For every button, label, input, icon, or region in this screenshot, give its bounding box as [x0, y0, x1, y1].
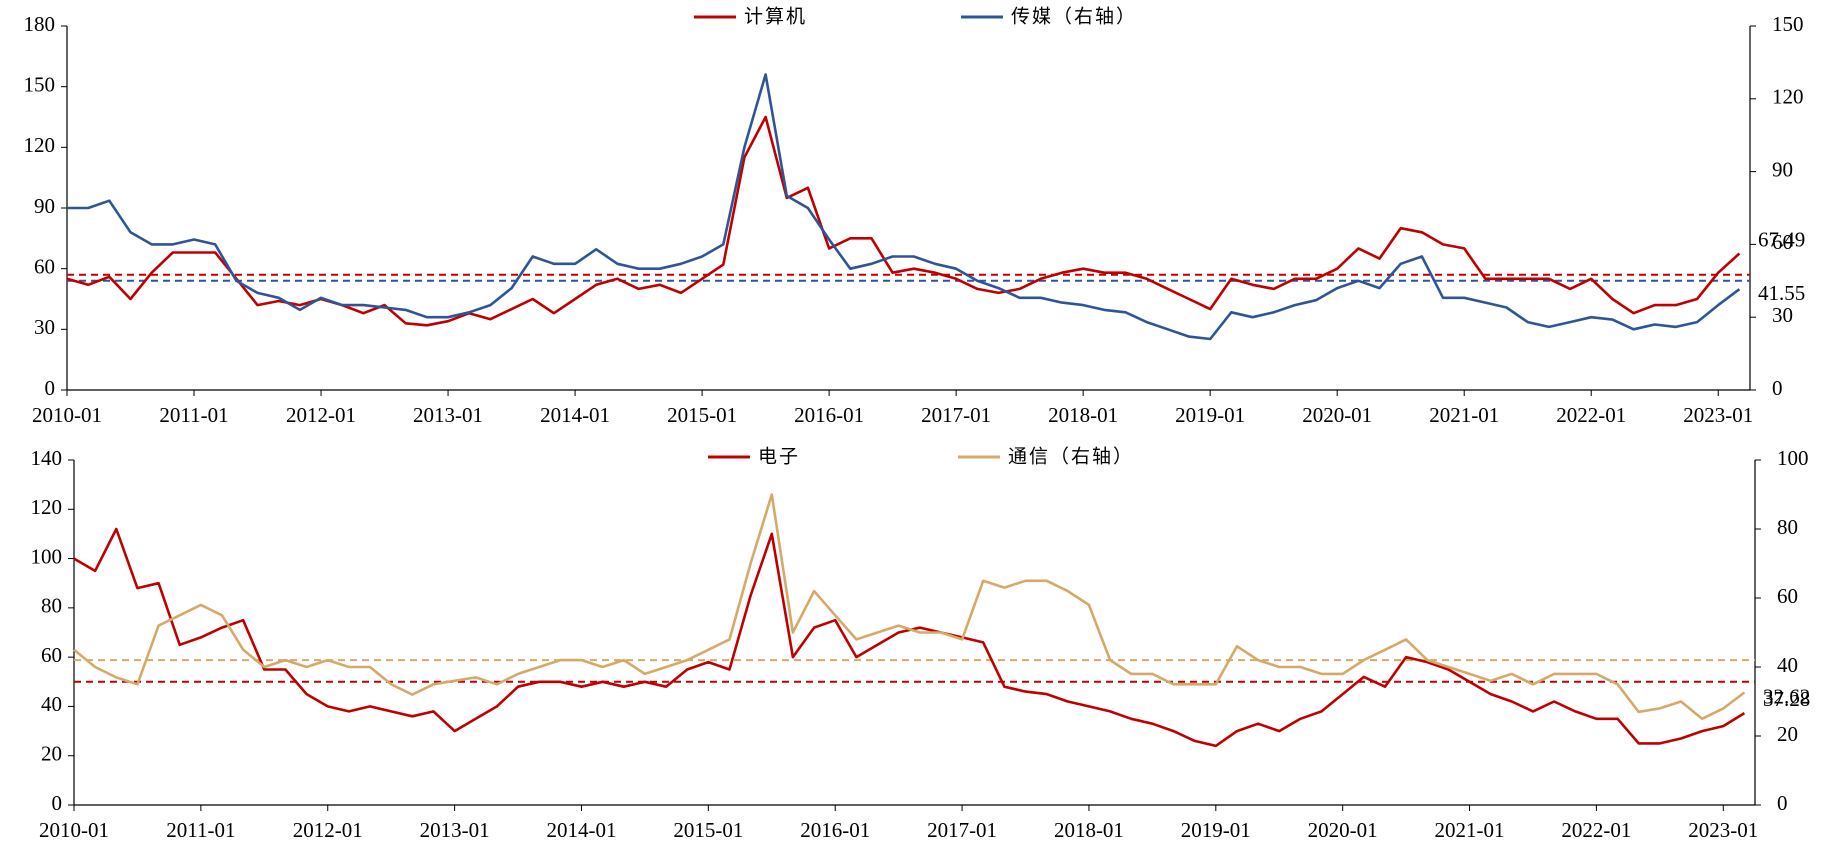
y-tick-label: 0: [45, 376, 56, 400]
x-tick-label: 2018-01: [1048, 403, 1118, 427]
end-value-label: 67.49: [1758, 227, 1805, 251]
x-tick-label: 2015-01: [667, 403, 737, 427]
x-tick-label: 2013-01: [420, 818, 490, 842]
x-tick-label: 2016-01: [794, 403, 864, 427]
x-tick-label: 2020-01: [1302, 403, 1372, 427]
x-tick-label: 2014-01: [546, 818, 616, 842]
x-tick-label: 2016-01: [800, 818, 870, 842]
y2-tick-label: 100: [1777, 446, 1809, 470]
x-tick-label: 2012-01: [286, 403, 356, 427]
end-value-label: 32.62: [1763, 684, 1810, 708]
y-tick-label: 30: [34, 315, 55, 339]
x-tick-label: 2010-01: [32, 403, 102, 427]
y-tick-label: 40: [41, 692, 62, 716]
y2-tick-label: 0: [1772, 376, 1783, 400]
x-tick-label: 2015-01: [673, 818, 743, 842]
series-line: [73, 527, 1746, 748]
x-tick-label: 2011-01: [159, 403, 228, 427]
x-tick-label: 2019-01: [1175, 403, 1245, 427]
x-tick-label: 2011-01: [166, 818, 235, 842]
y2-tick-label: 120: [1772, 85, 1804, 109]
y-tick-label: 0: [52, 791, 63, 815]
legend-text: 通信（右轴）: [1008, 446, 1134, 468]
x-tick-label: 2018-01: [1054, 818, 1124, 842]
series-line: [66, 115, 1741, 327]
y2-tick-label: 80: [1777, 515, 1798, 539]
end-value-label: 37.28: [1763, 687, 1810, 711]
end-value-label: 41.55: [1758, 281, 1805, 305]
y-tick-label: 150: [24, 72, 56, 96]
x-tick-label: 2019-01: [1181, 818, 1251, 842]
x-tick-label: 2017-01: [927, 818, 997, 842]
series-line: [73, 493, 1746, 721]
y2-tick-label: 40: [1777, 653, 1798, 677]
x-tick-label: 2013-01: [413, 403, 483, 427]
x-tick-label: 2017-01: [921, 403, 991, 427]
x-tick-label: 2014-01: [540, 403, 610, 427]
y-tick-label: 180: [24, 12, 56, 36]
y-tick-label: 60: [34, 254, 55, 278]
y-tick-label: 60: [41, 643, 62, 667]
y-tick-label: 100: [31, 544, 63, 568]
y2-tick-label: 90: [1772, 157, 1793, 181]
y-tick-label: 120: [31, 495, 63, 519]
series-line: [67, 73, 1741, 341]
x-tick-label: 2023-01: [1683, 403, 1753, 427]
y2-tick-label: 0: [1777, 791, 1788, 815]
x-tick-label: 2020-01: [1308, 818, 1378, 842]
y2-tick-label: 60: [1777, 584, 1798, 608]
x-tick-label: 2021-01: [1429, 403, 1499, 427]
x-tick-label: 2012-01: [293, 818, 363, 842]
y2-tick-label: 30: [1772, 303, 1793, 327]
y-tick-label: 80: [41, 594, 62, 618]
y2-tick-label: 20: [1777, 722, 1798, 746]
legend-text: 计算机: [744, 6, 807, 28]
x-tick-label: 2022-01: [1556, 403, 1626, 427]
y2-tick-label: 60: [1772, 230, 1793, 254]
y-tick-label: 20: [41, 742, 62, 766]
legend-text: 电子: [758, 446, 800, 468]
legend-text: 传媒（右轴）: [1011, 6, 1137, 28]
x-tick-label: 2021-01: [1435, 818, 1505, 842]
y-tick-label: 140: [31, 446, 63, 470]
x-tick-label: 2022-01: [1561, 818, 1631, 842]
y-tick-label: 90: [34, 194, 55, 218]
x-tick-label: 2010-01: [39, 818, 109, 842]
y2-tick-label: 150: [1772, 12, 1804, 36]
y-tick-label: 120: [24, 133, 56, 157]
x-tick-label: 2023-01: [1688, 818, 1758, 842]
